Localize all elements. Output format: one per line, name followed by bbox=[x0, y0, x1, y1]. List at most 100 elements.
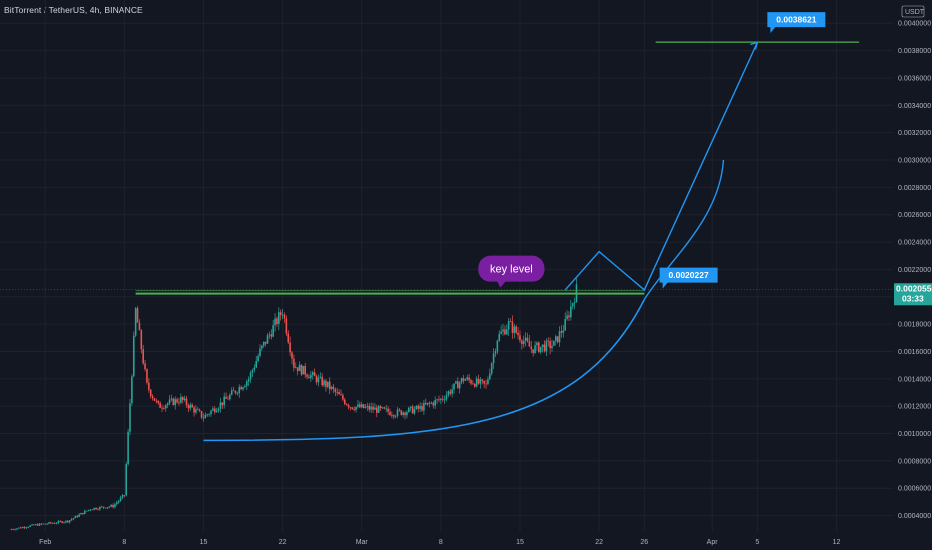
candle-body bbox=[494, 351, 497, 354]
candle-body bbox=[200, 411, 203, 418]
candle-body bbox=[372, 406, 374, 410]
candle-body bbox=[449, 391, 452, 394]
candle-body bbox=[108, 506, 111, 508]
candle-body bbox=[112, 504, 114, 508]
candle-body bbox=[57, 521, 60, 523]
candle-body bbox=[289, 342, 291, 353]
candle-body bbox=[240, 387, 242, 390]
candle-body bbox=[457, 381, 459, 389]
candle-body bbox=[389, 411, 391, 416]
grid bbox=[0, 0, 893, 532]
candle-body bbox=[502, 329, 504, 332]
candle-body bbox=[472, 383, 474, 385]
candle-body bbox=[362, 404, 365, 408]
candle-body bbox=[315, 376, 318, 383]
candle-body bbox=[157, 400, 160, 403]
candle-body bbox=[468, 377, 470, 381]
candle-body bbox=[38, 523, 41, 526]
key-level-callout[interactable]: key level bbox=[478, 255, 545, 288]
y-tick-label: 0.0026000 bbox=[898, 212, 931, 219]
price-axis[interactable]: 0.0040000 0.0038000 0.0036000 0.0034000 0.00… bbox=[898, 21, 931, 520]
candle-body bbox=[225, 396, 227, 399]
candle-body bbox=[293, 358, 295, 368]
candle-body bbox=[204, 414, 207, 419]
candle-body bbox=[46, 523, 48, 525]
candle-body bbox=[91, 509, 94, 511]
candle-body bbox=[385, 408, 388, 410]
candle-body bbox=[383, 407, 386, 409]
candle-body bbox=[541, 344, 544, 347]
candle-body bbox=[428, 402, 431, 404]
candle-body bbox=[100, 506, 103, 508]
candle-body bbox=[432, 402, 435, 406]
candle-body bbox=[368, 405, 371, 410]
candle-body bbox=[419, 406, 421, 409]
candle-body bbox=[230, 390, 233, 395]
y-tick-label: 0.0006000 bbox=[898, 486, 931, 493]
candle-body bbox=[359, 404, 361, 408]
candle-body bbox=[159, 402, 161, 408]
y-tick-label: 0.0040000 bbox=[898, 21, 931, 28]
candle-body bbox=[127, 431, 129, 465]
x-tick-label: Apr bbox=[707, 539, 719, 546]
candle-body bbox=[317, 377, 320, 383]
candle-body bbox=[325, 380, 327, 387]
drawings[interactable] bbox=[135, 41, 860, 442]
candle-body bbox=[562, 330, 565, 333]
candle-body bbox=[67, 520, 69, 523]
candle-body bbox=[102, 506, 105, 508]
currency-badge[interactable]: USDT bbox=[901, 5, 925, 18]
candle-body bbox=[34, 524, 37, 526]
candle-body bbox=[78, 514, 80, 517]
candle-body bbox=[466, 377, 469, 380]
candle-body bbox=[63, 522, 65, 523]
candle-body bbox=[479, 379, 482, 384]
currency-badge-box[interactable] bbox=[901, 5, 925, 18]
current-price-badge-box bbox=[894, 283, 932, 306]
candle-body bbox=[174, 399, 177, 406]
candle-body bbox=[151, 396, 154, 399]
key-level-label: key level bbox=[490, 264, 533, 276]
candle-body bbox=[464, 379, 467, 381]
candle-body bbox=[396, 409, 399, 416]
parabolic-curve-upper[interactable] bbox=[643, 159, 725, 300]
candle-body bbox=[554, 336, 557, 341]
candle-body bbox=[278, 312, 280, 325]
candle-body bbox=[12, 529, 14, 531]
candle-body bbox=[27, 526, 30, 528]
candle-body bbox=[59, 521, 62, 522]
level-callout-box[interactable] bbox=[659, 267, 718, 289]
candle-body bbox=[215, 410, 218, 413]
candle-body bbox=[140, 330, 143, 350]
candle-body bbox=[570, 306, 572, 318]
target-callout[interactable]: 0.0038621 bbox=[767, 12, 826, 34]
parabolic-curve[interactable] bbox=[203, 299, 646, 442]
x-tick-label: 26 bbox=[640, 539, 648, 546]
y-tick-label: 0.0014000 bbox=[898, 376, 931, 383]
candle-body bbox=[72, 518, 75, 520]
candle-body bbox=[470, 380, 472, 384]
candle-body bbox=[296, 367, 299, 372]
projection-path[interactable] bbox=[564, 42, 758, 292]
symbol-title: BitTorrent / TetherUS, 4h, BINANCE bbox=[4, 5, 143, 15]
x-tick-label: 5 bbox=[755, 539, 759, 546]
candle-body bbox=[568, 315, 570, 318]
y-tick-label: 0.0022000 bbox=[898, 267, 931, 274]
target-callout-box[interactable] bbox=[767, 12, 826, 34]
key-level-bubble[interactable] bbox=[478, 255, 545, 288]
candle-body bbox=[511, 321, 514, 333]
candle-body bbox=[505, 329, 508, 335]
candle-body bbox=[306, 374, 308, 377]
candle-body bbox=[528, 341, 531, 347]
candle-body bbox=[206, 414, 209, 416]
candle-body bbox=[80, 512, 82, 515]
candle-body bbox=[161, 407, 163, 409]
candle-body bbox=[29, 525, 31, 527]
candle-body bbox=[366, 405, 369, 407]
level-callout[interactable]: 0.0020227 bbox=[659, 267, 718, 289]
time-axis[interactable]: Feb 8 15 22 Mar 8 15 22 26 Apr 5 12 bbox=[39, 539, 840, 546]
candle-body bbox=[347, 404, 350, 408]
candle-body bbox=[451, 389, 453, 394]
candle-body bbox=[458, 382, 461, 389]
